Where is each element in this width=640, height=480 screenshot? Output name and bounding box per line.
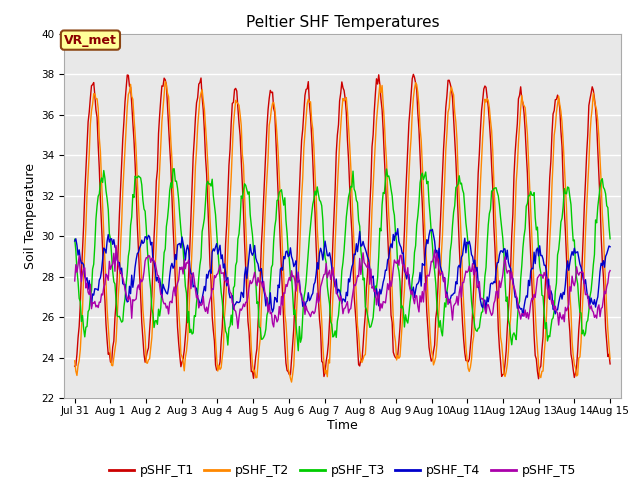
Legend: pSHF_T1, pSHF_T2, pSHF_T3, pSHF_T4, pSHF_T5: pSHF_T1, pSHF_T2, pSHF_T3, pSHF_T4, pSHF… xyxy=(104,459,581,480)
pSHF_T4 xyxy=(71,238,79,244)
pSHF_T1 xyxy=(534,376,542,382)
pSHF_T2 xyxy=(71,358,79,364)
Title: Peltier SHF Temperatures: Peltier SHF Temperatures xyxy=(246,15,439,30)
pSHF_T1 xyxy=(237,156,245,162)
pSHF_T2 xyxy=(372,118,380,124)
pSHF_T1 xyxy=(606,361,614,367)
Line: pSHF_T2: pSHF_T2 xyxy=(75,82,610,382)
pSHF_T3 xyxy=(299,313,307,319)
Line: pSHF_T5: pSHF_T5 xyxy=(75,246,610,328)
pSHF_T5 xyxy=(606,268,614,274)
pSHF_T1 xyxy=(410,72,417,77)
pSHF_T1 xyxy=(396,325,404,331)
pSHF_T4 xyxy=(606,244,614,250)
pSHF_T2 xyxy=(161,79,169,84)
pSHF_T3 xyxy=(559,204,567,210)
pSHF_T4 xyxy=(465,239,473,244)
pSHF_T2 xyxy=(467,364,474,370)
pSHF_T5 xyxy=(559,312,567,318)
Line: pSHF_T3: pSHF_T3 xyxy=(75,169,610,351)
pSHF_T2 xyxy=(288,379,296,385)
pSHF_T1 xyxy=(465,356,473,362)
pSHF_T4 xyxy=(394,226,401,231)
Text: VR_met: VR_met xyxy=(64,34,117,47)
pSHF_T3 xyxy=(467,278,474,284)
pSHF_T4 xyxy=(237,289,245,295)
pSHF_T5 xyxy=(299,298,307,303)
pSHF_T5 xyxy=(112,243,120,249)
X-axis label: Time: Time xyxy=(327,419,358,432)
pSHF_T4 xyxy=(297,290,305,296)
pSHF_T2 xyxy=(398,321,406,327)
pSHF_T5 xyxy=(71,278,79,284)
pSHF_T2 xyxy=(299,175,307,181)
pSHF_T4 xyxy=(559,289,567,295)
pSHF_T1 xyxy=(71,363,79,369)
pSHF_T4 xyxy=(371,287,378,293)
pSHF_T1 xyxy=(371,108,378,114)
pSHF_T2 xyxy=(239,152,246,157)
pSHF_T5 xyxy=(398,261,406,266)
pSHF_T2 xyxy=(559,138,567,144)
pSHF_T4 xyxy=(519,313,527,319)
pSHF_T3 xyxy=(372,285,380,290)
pSHF_T4 xyxy=(397,244,405,250)
pSHF_T5 xyxy=(239,301,247,307)
pSHF_T3 xyxy=(71,236,79,242)
pSHF_T3 xyxy=(170,166,178,172)
pSHF_T3 xyxy=(294,348,302,354)
pSHF_T3 xyxy=(398,303,406,309)
pSHF_T1 xyxy=(297,161,305,167)
pSHF_T3 xyxy=(239,195,246,201)
pSHF_T5 xyxy=(234,325,242,331)
Y-axis label: Soil Temperature: Soil Temperature xyxy=(24,163,37,269)
Line: pSHF_T4: pSHF_T4 xyxy=(75,228,610,316)
Line: pSHF_T1: pSHF_T1 xyxy=(75,74,610,379)
pSHF_T3 xyxy=(606,236,614,241)
pSHF_T1 xyxy=(559,179,567,185)
pSHF_T2 xyxy=(606,356,614,361)
pSHF_T5 xyxy=(467,268,474,274)
pSHF_T5 xyxy=(372,302,380,308)
